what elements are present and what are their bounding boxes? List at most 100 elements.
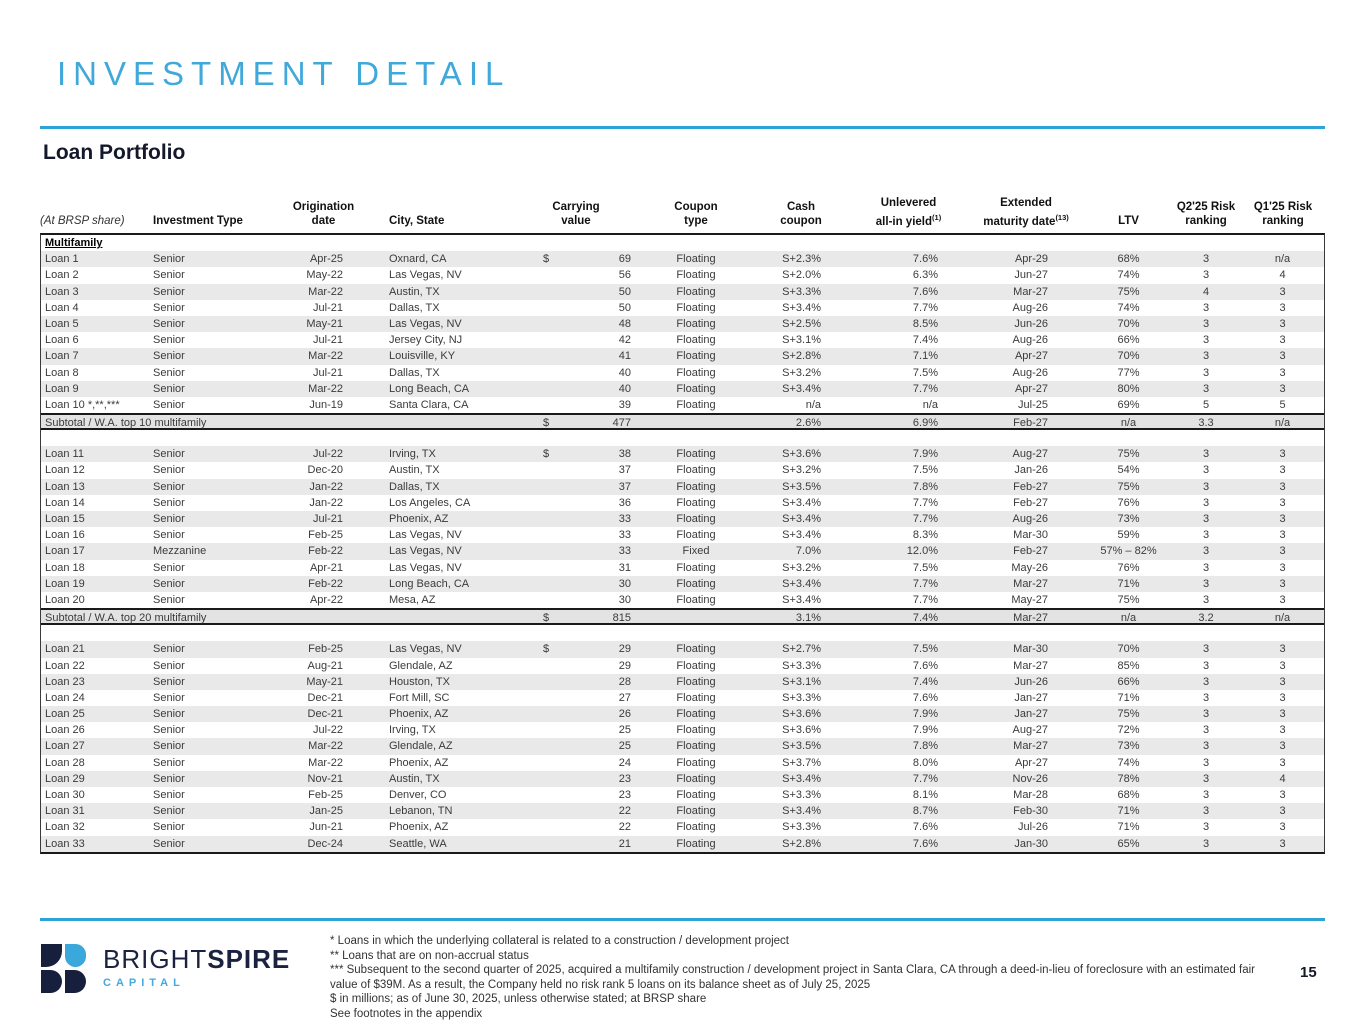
- cell-coupon-type: Floating: [676, 740, 716, 753]
- brand-name: BRIGHTSPIRE: [103, 944, 290, 974]
- carrying-value: 26: [618, 708, 631, 721]
- cell-carrying-value: 26: [511, 706, 641, 722]
- cell-q1-risk: 3: [1279, 724, 1286, 737]
- cell-q1-risk: 4: [1279, 772, 1286, 785]
- cell-cash-coupon: 7.0%: [795, 545, 821, 558]
- footnote-line: *** Subsequent to the second quarter of …: [330, 964, 1255, 991]
- footer-divider: [40, 918, 1325, 921]
- cell-ltv: 77%: [1117, 366, 1140, 379]
- cell-coupon-type: Floating: [676, 659, 716, 672]
- cell-loan-name: Loan 6: [45, 334, 79, 347]
- cell-all-in-yield: 7.9%: [912, 708, 938, 721]
- cell-q1-risk: 3: [1279, 561, 1286, 574]
- cell-maturity-date: Aug-26: [1012, 301, 1048, 314]
- table-row: Loan 13 Senior Jan-22 Dallas, TX 37 Floating S…: [41, 478, 1324, 495]
- cell-q2-risk: 3: [1202, 643, 1210, 656]
- cell-loan-name: Loan 30: [45, 789, 85, 801]
- cell-ltv: 78%: [1117, 772, 1140, 785]
- cell-origination-date: Jul-21: [313, 301, 343, 314]
- cell-cash-coupon: S+3.1%: [782, 675, 821, 688]
- cell-q2-risk: 3: [1202, 382, 1210, 395]
- cell-carrying-value: 23: [511, 771, 641, 787]
- cell-city-state: Long Beach, CA: [389, 382, 470, 395]
- cell-maturity-date: Apr-27: [1014, 756, 1048, 769]
- carrying-value: 27: [618, 691, 631, 704]
- cell-carrying-value: 50: [511, 300, 641, 316]
- cell-loan-name: Loan 9: [45, 382, 79, 395]
- cell-all-in-yield: 7.4%: [912, 334, 938, 347]
- carrying-value: 24: [618, 756, 631, 769]
- cell-investment-type: Senior: [153, 708, 185, 721]
- cell-carrying-value: $69: [511, 251, 641, 267]
- cell-carrying-value: 29: [511, 658, 641, 674]
- cell-maturity-date: Jan-30: [1014, 837, 1048, 850]
- cell-maturity-date: Jan-26: [1014, 464, 1048, 477]
- carrying-value: 37: [618, 480, 631, 493]
- cell-ltv: 75%: [1117, 708, 1140, 721]
- cell-q1-risk: 3: [1279, 821, 1286, 834]
- table-header-row: (At BRSP share) Investment Type Originati…: [40, 196, 1325, 232]
- footnote-line: See footnotes in the appendix: [330, 1007, 483, 1020]
- brightspire-logo: BRIGHTSPIRE CAPITAL: [41, 944, 290, 994]
- cell-q2-risk: 3: [1202, 691, 1210, 704]
- cell-investment-type: Senior: [153, 675, 185, 688]
- cell-cash-coupon: S+3.3%: [782, 691, 821, 704]
- cell-q1-risk: 3: [1279, 691, 1286, 704]
- cell-all-in-yield: 7.7%: [912, 577, 938, 590]
- cell-investment-type: Senior: [153, 285, 185, 298]
- cell-q1-risk: n/a: [1274, 253, 1291, 266]
- cell-coupon-type: Floating: [676, 805, 716, 818]
- cell-investment-type: Senior: [153, 772, 185, 785]
- carrying-value: 31: [618, 561, 631, 574]
- cell-q2-risk: 3: [1202, 334, 1210, 347]
- cell-maturity-date: Apr-27: [1014, 382, 1048, 395]
- cell-maturity-date: Jun-26: [1014, 317, 1048, 330]
- carrying-value: 33: [618, 545, 631, 558]
- cell-maturity-date: Feb-27: [1013, 545, 1048, 558]
- cell-carrying-value: 33: [511, 527, 641, 543]
- table-row: Loan 11 Senior Jul-22 Irving, TX $38 Floating…: [41, 446, 1324, 463]
- cell-q2-risk: 3: [1202, 464, 1210, 477]
- cell-cash-coupon: S+2.8%: [782, 837, 821, 850]
- cell-coupon-type: Floating: [676, 789, 716, 801]
- cell-cash-coupon: S+3.4%: [782, 496, 821, 509]
- table-row: Loan 15 Senior Jul-21 Phoenix, AZ 33 Floating…: [41, 511, 1324, 528]
- cell-q2-risk: 4: [1202, 285, 1210, 298]
- cell-maturity-date: Mar-27: [1013, 285, 1048, 298]
- cell-investment-type: Senior: [153, 691, 185, 704]
- cell-ltv: 70%: [1117, 350, 1140, 363]
- cell-all-in-yield: 7.6%: [912, 837, 938, 850]
- dollar-sign: $: [543, 417, 550, 430]
- cell-coupon-type: Fixed: [682, 545, 710, 558]
- table-row: Loan 9 Senior Mar-22 Long Beach, CA 40 Floati…: [41, 380, 1324, 397]
- cell-city-state: Jersey City, NJ: [389, 334, 463, 347]
- cell-q2-risk: 3: [1202, 253, 1210, 266]
- cell-q1-risk: 3: [1279, 659, 1286, 672]
- cell-coupon-type: Floating: [676, 382, 716, 395]
- cell-q1-risk: 3: [1279, 317, 1286, 330]
- cell-loan-name: Loan 21: [45, 643, 85, 656]
- cell-q2-risk: 3: [1202, 545, 1210, 558]
- cell-investment-type: Senior: [153, 334, 185, 347]
- cell-all-in-yield: 8.3%: [912, 529, 938, 542]
- column-header: Q2'25 Risk ranking: [1176, 200, 1236, 228]
- cell-investment-type: Senior: [153, 513, 185, 525]
- cell-q1-risk: 5: [1279, 398, 1286, 411]
- cell-loan-name: Loan 33: [45, 837, 85, 850]
- table-row: Loan 27 Senior Mar-22 Glendale, AZ 25 Floatin…: [41, 738, 1324, 755]
- cell-cash-coupon: S+3.2%: [782, 464, 821, 477]
- cell-all-in-yield: 8.0%: [912, 756, 938, 769]
- table-row: Loan 3 Senior Mar-22 Austin, TX 50 Floating S+…: [41, 283, 1324, 300]
- cell-coupon-type: Floating: [676, 464, 716, 477]
- cell-all-in-yield: 7.6%: [912, 253, 938, 266]
- cell-q2-risk: 5: [1202, 398, 1210, 411]
- cell-maturity-date: Jul-25: [1018, 398, 1048, 411]
- cell-q1-risk: 3: [1279, 756, 1286, 769]
- cell-investment-type: Senior: [153, 269, 185, 282]
- cell-city-state: Las Vegas, NV: [389, 545, 462, 558]
- carrying-value: 30: [618, 593, 631, 606]
- cell-q1-risk: 3: [1279, 740, 1286, 753]
- cell-city-state: Fort Mill, SC: [389, 691, 450, 704]
- cell-carrying-value: 42: [511, 332, 641, 348]
